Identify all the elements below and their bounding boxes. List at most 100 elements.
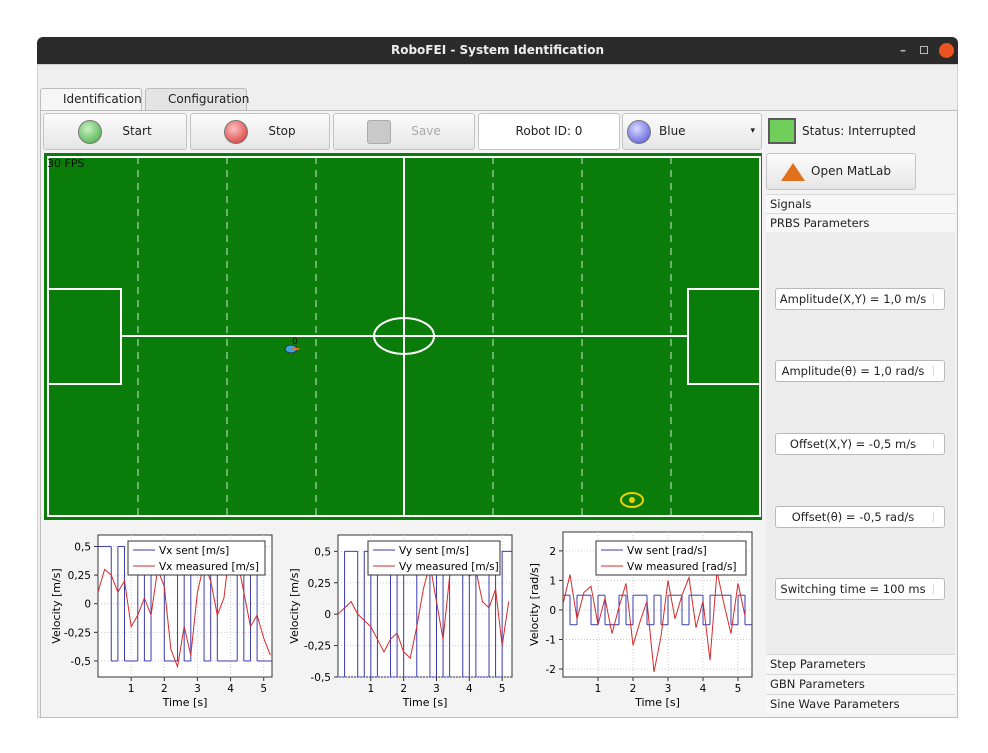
legend (127, 540, 266, 576)
stop-button[interactable]: Stop (190, 113, 330, 150)
field-lines (47, 156, 761, 517)
section-header[interactable]: Signals (766, 194, 955, 213)
field-dashes (137, 157, 672, 516)
legend (367, 540, 501, 576)
combo-label: Blue (659, 124, 686, 138)
matlab-icon (781, 163, 805, 181)
y-axis-label: Velocity [m/s] (50, 568, 63, 643)
x-tick-label: 1 (367, 683, 374, 695)
y-tick-label: 2 (549, 546, 556, 558)
legend-label: Vw sent [rad/s] (627, 545, 707, 557)
section-header[interactable]: Sine Wave Parameters (766, 694, 955, 713)
x-tick-label: 1 (128, 683, 135, 695)
spinbox-label: Robot ID: 0 (515, 124, 583, 138)
status-indicator (768, 118, 796, 144)
combo-arrow: ▾ (750, 126, 755, 136)
x-tick-label: 3 (665, 683, 672, 695)
team-icon (627, 119, 651, 144)
y-tick-label: 0 (84, 599, 91, 611)
save-button[interactable]: Save (333, 113, 475, 150)
y-tick-label: 0 (324, 609, 331, 621)
x-tick-label: 1 (595, 683, 602, 695)
button-label: Stop (268, 124, 296, 138)
save-icon (367, 119, 392, 144)
maximize-button[interactable] (920, 46, 928, 54)
window-title: RoboFEI - System Identification (390, 43, 604, 57)
y-tick-label: -1 (546, 634, 556, 646)
series-group (98, 540, 272, 669)
robot-label: 0 (292, 337, 298, 347)
x-tick-label: 3 (194, 683, 201, 695)
center-circle (373, 317, 435, 355)
y-tick-label: 1 (549, 575, 556, 587)
x-tick-label: 2 (630, 683, 637, 695)
stop-icon (224, 119, 249, 144)
parameter-spinbox[interactable]: Amplitude(X,Y) = 1,0 m/s (775, 288, 945, 310)
robot-id-spinbox[interactable]: Robot ID: 0 (478, 113, 620, 150)
y-tick-label: 0 (549, 605, 556, 617)
x-tick-label: 5 (499, 683, 506, 695)
legend-label: Vy sent [m/s] (399, 545, 469, 557)
ball-marker (620, 492, 644, 508)
matlab-button[interactable]: Open MatLab App (766, 153, 916, 213)
legend-label: Vx measured [m/s] (159, 561, 259, 573)
x-tick-label: 4 (466, 683, 473, 695)
title-bar: RoboFEI - System Identification – (37, 37, 958, 64)
section-header[interactable]: PRBS Parameters (766, 213, 955, 232)
section-header[interactable]: GBN Parameters (766, 674, 955, 693)
series-line (563, 571, 746, 673)
fps-label: 30 FPS (47, 157, 84, 170)
y-axis-label: Velocity [rad/s] (528, 563, 541, 646)
status-label: Status: Interrupted (802, 124, 916, 138)
x-axis-label: Time [s] (634, 696, 680, 709)
parameter-spinbox[interactable]: Amplitude(θ) = 1,0 rad/s (775, 360, 945, 382)
y-tick-label: -0,5 (311, 672, 332, 684)
y-tick-label: -2 (546, 664, 556, 676)
tab-identification[interactable]: Identification (40, 88, 142, 111)
x-tick-label: 2 (161, 683, 168, 695)
x-tick-label: 5 (260, 683, 267, 695)
plots: 0,5 0,25 0 -0,25 -0,5 1 2 3 4 5 Time [s] Velocity [… (50, 531, 753, 709)
y-tick-label: -0,5 (71, 656, 92, 668)
y-axis-label: Velocity [m/s] (288, 568, 301, 643)
y-tick-label: -0,25 (304, 641, 331, 653)
ball (629, 497, 635, 503)
x-tick-label: 4 (227, 683, 234, 695)
minimize-button[interactable]: – (900, 43, 906, 57)
left-penalty-area (47, 288, 122, 385)
legend (595, 540, 747, 576)
parameter-spinbox[interactable]: Offset(X,Y) = -0,5 m/s (775, 433, 945, 455)
legend-label: Vy measured [m/s] (399, 561, 499, 573)
x-axis-label: Time [s] (162, 696, 208, 709)
start-icon (78, 119, 103, 144)
x-tick-label: 4 (700, 683, 707, 695)
y-tick-label: 0,5 (74, 541, 91, 553)
y-tick-label: 0,25 (68, 570, 91, 582)
tab-configuration[interactable]: Configuration (145, 88, 250, 110)
right-penalty-area (687, 288, 761, 385)
y-tick-label: 0,25 (308, 578, 331, 590)
start-button[interactable]: Start (43, 113, 187, 150)
button-label: Save (411, 124, 441, 138)
series-line (338, 543, 510, 660)
legend-label: Vw measured [rad/s] (627, 561, 737, 573)
x-tick-label: 5 (735, 683, 742, 695)
series-group (563, 571, 752, 673)
y-tick-label: 0,5 (314, 546, 331, 558)
legend-label: Vx sent [m/s] (159, 545, 229, 557)
team-combo[interactable]: Blue ▾ (622, 113, 762, 150)
tab-label: Identification (63, 92, 142, 106)
x-tick-label: 3 (433, 683, 440, 695)
section-header[interactable]: Step Parameters (766, 654, 955, 673)
series-line (98, 540, 271, 669)
x-tick-label: 2 (400, 683, 407, 695)
parameter-spinbox[interactable]: Switching time = 100 ms (775, 578, 945, 600)
y-tick-label: -0,25 (64, 627, 91, 639)
button-label: Start (122, 124, 152, 138)
x-axis-label: Time [s] (402, 696, 448, 709)
parameter-spinbox[interactable]: Offset(θ) = -0,5 rad/s (775, 506, 945, 528)
tab-label: Configuration (168, 92, 250, 106)
close-button[interactable] (939, 43, 954, 58)
